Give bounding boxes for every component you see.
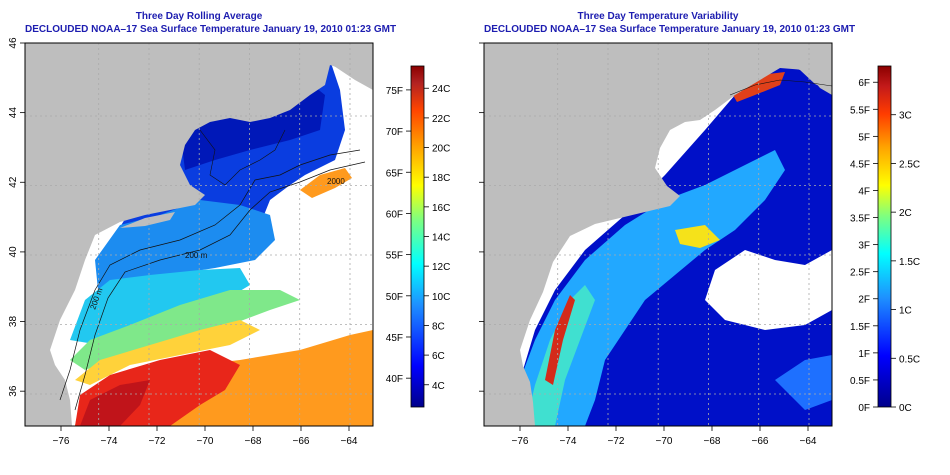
lat-tick-label: 42: [8, 176, 19, 188]
lat-tick-label: 40: [8, 246, 19, 258]
colorbar-f-label: 1.5F: [850, 322, 870, 333]
variability-east-patch: [775, 355, 832, 410]
left-map-title: Three Day Rolling Average: [135, 11, 263, 22]
lat-tick-label: 46: [475, 37, 478, 49]
colorbar-c-label: 1.5C: [899, 257, 920, 268]
gulf-stream-hot-core: [80, 380, 150, 426]
colorbar-c-label: 10C: [432, 292, 450, 303]
colorbar-c-label: 24C: [432, 84, 450, 95]
land-mass: [484, 43, 832, 426]
colorbar-f-label: 5F: [858, 132, 870, 143]
colorbar-f-label: 0.5F: [850, 376, 870, 387]
colorbar-f-label: 2.5F: [850, 268, 870, 279]
colorbar-f-label: 55F: [386, 251, 403, 262]
bathymetry-contour: [74, 161, 366, 411]
colorbar-c-label: 20C: [432, 144, 450, 155]
lat-tick-label: 36: [475, 385, 478, 397]
bathymetry-contour: [199, 129, 286, 186]
contour-label: 200 m: [185, 251, 208, 260]
land-cape: [775, 52, 832, 92]
colorbar-f-label: 1F: [858, 349, 870, 360]
lon-tick-label: −66: [293, 436, 310, 447]
left-map-figure: 200 m 200 m 2000 −76 −74 −72 −70 −68 −66 −64 3…: [8, 37, 450, 447]
land-cape: [325, 52, 373, 90]
colorbar-c-label: 0C: [899, 403, 912, 414]
colorbar-c-label: 22C: [432, 114, 450, 125]
colorbar-c-label: 6C: [432, 351, 445, 362]
colorbar-c-label: 14C: [432, 233, 450, 244]
variability-medium: [515, 150, 785, 426]
bathymetry-contour: [729, 79, 832, 96]
gulf-stream-warm-eddy: [300, 168, 352, 198]
colorbar-f-label: 6F: [858, 78, 870, 89]
colorbar-f-label: 3F: [858, 241, 870, 252]
colorbar-f-label: 4.5F: [850, 159, 870, 170]
colorbar-c-label: 16C: [432, 203, 450, 214]
lat-tick-label: 38: [475, 316, 478, 328]
colorbar-c-label: 2C: [899, 208, 912, 219]
colorbar-f-label: 65F: [386, 168, 403, 179]
lon-tick-label: −74: [101, 436, 118, 447]
colorbar-f-label: 45F: [386, 333, 403, 344]
colorbar-c-label: 18C: [432, 173, 450, 184]
ocean-warm-water: [75, 320, 260, 385]
colorbar-c-label: 1C: [899, 306, 912, 317]
lon-tick-label: −70: [656, 436, 673, 447]
lon-tick-label: −68: [704, 436, 721, 447]
sst-colorbar: [410, 65, 425, 408]
colorbar-c-label: 8C: [432, 321, 445, 332]
ocean-mild-water: [70, 290, 300, 370]
right-map-title: Three Day Temperature Variability: [577, 11, 739, 22]
colorbar-f-label: 2F: [858, 295, 870, 306]
lat-tick-label: 38: [8, 316, 19, 328]
colorbar-c-label: 4C: [432, 381, 445, 392]
right-map-frame: [483, 42, 833, 427]
variability-colorbar: [877, 65, 892, 408]
graticule: [25, 43, 373, 426]
lat-tick-label: 44: [8, 107, 19, 119]
long-island: [120, 212, 175, 228]
lat-tick-label: 46: [8, 37, 19, 49]
right-map-subtitle: DECLOUDED NOAA–17 Sea Surface Temperatur…: [484, 24, 856, 35]
lon-tick-label: −68: [245, 436, 262, 447]
colorbar-c-label: 0.5C: [899, 354, 920, 365]
colorbar-f-label: 50F: [386, 292, 403, 303]
lat-tick-label: 42: [475, 176, 478, 188]
lat-tick-label: 44: [475, 107, 478, 119]
variability-red-patch: [730, 72, 785, 102]
land-mass: [25, 43, 373, 426]
variability-peak-band: [545, 295, 575, 385]
colorbar-c-label: 2.5C: [899, 159, 920, 170]
lon-tick-label: −72: [149, 436, 166, 447]
lon-tick-label: −64: [800, 436, 817, 447]
colorbar-f-label: 60F: [386, 209, 403, 220]
left-map-subtitle: DECLOUDED NOAA–17 Sea Surface Temperatur…: [25, 24, 397, 35]
variability-yellow-patch: [675, 225, 720, 248]
lon-tick-label: −70: [197, 436, 214, 447]
lon-tick-label: −76: [53, 436, 70, 447]
variability-high-band: [525, 285, 595, 426]
lon-tick-label: −64: [341, 436, 358, 447]
colorbar-c-label: 12C: [432, 262, 450, 273]
lon-tick-label: −72: [608, 436, 625, 447]
colorbar-c-label: 3C: [899, 111, 912, 122]
colorbar-f-label: 70F: [386, 127, 403, 138]
lon-tick-label: −66: [752, 436, 769, 447]
lat-tick-label: 36: [8, 385, 19, 397]
contour-label: 2000: [327, 177, 345, 186]
colorbar-f-label: 4F: [858, 186, 870, 197]
left-map-frame: [24, 42, 374, 427]
colorbar-f-label: 3.5F: [850, 214, 870, 225]
right-map-figure: −76 −74 −72 −70 −68 −66 −64 36 38 40 42 44 46 0F 0.5…: [475, 37, 920, 447]
graticule: [484, 43, 832, 426]
lat-tick-label: 40: [475, 246, 478, 258]
lon-tick-label: −74: [560, 436, 577, 447]
colorbar-f-label: 75F: [386, 86, 403, 97]
colorbar-f-label: 5.5F: [850, 105, 870, 116]
colorbar-f-label: 0F: [858, 403, 870, 414]
lon-tick-label: −76: [512, 436, 529, 447]
colorbar-f-label: 40F: [386, 374, 403, 385]
bathymetry-contour: [59, 149, 361, 401]
